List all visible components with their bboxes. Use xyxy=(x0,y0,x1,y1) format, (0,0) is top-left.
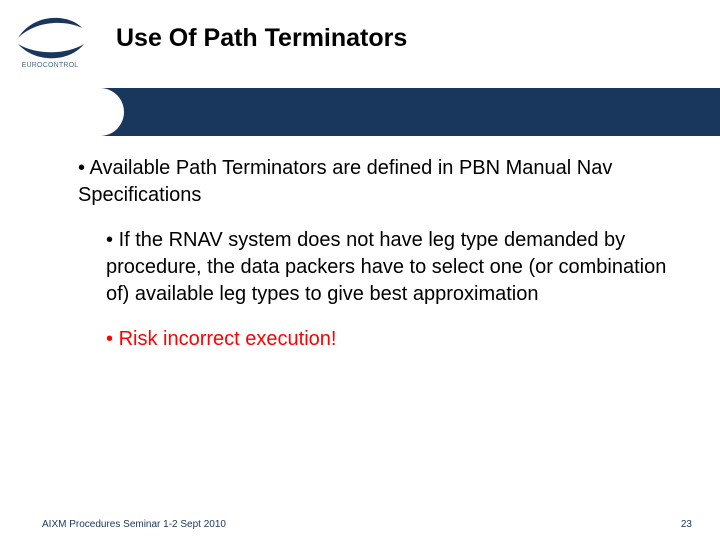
bullet-text: Available Path Terminators are defined i… xyxy=(78,157,612,206)
bullet-char: • xyxy=(106,328,113,350)
content-area: • Available Path Terminators are defined… xyxy=(60,155,680,371)
slide-title: Use Of Path Terminators xyxy=(116,24,407,53)
bullet-text: Risk incorrect execution! xyxy=(119,328,337,350)
bullet-level-1: • Available Path Terminators are defined… xyxy=(78,155,680,209)
footer-page-number: 23 xyxy=(681,519,692,530)
bullet-char: • xyxy=(78,157,85,179)
bullet-text: If the RNAV system does not have leg typ… xyxy=(106,229,666,305)
eurocontrol-logo: EUROCONTROL xyxy=(12,10,88,70)
title-banner xyxy=(0,88,720,136)
bullet-char: • xyxy=(106,229,113,251)
logo-wordmark: EUROCONTROL xyxy=(22,62,79,69)
slide: EUROCONTROL Use Of Path Terminators • Av… xyxy=(0,0,720,540)
bullet-level-2: • Risk incorrect execution! xyxy=(106,326,680,353)
bullet-level-2: • If the RNAV system does not have leg t… xyxy=(106,227,680,308)
footer-left: AIXM Procedures Seminar 1-2 Sept 2010 xyxy=(42,519,226,530)
